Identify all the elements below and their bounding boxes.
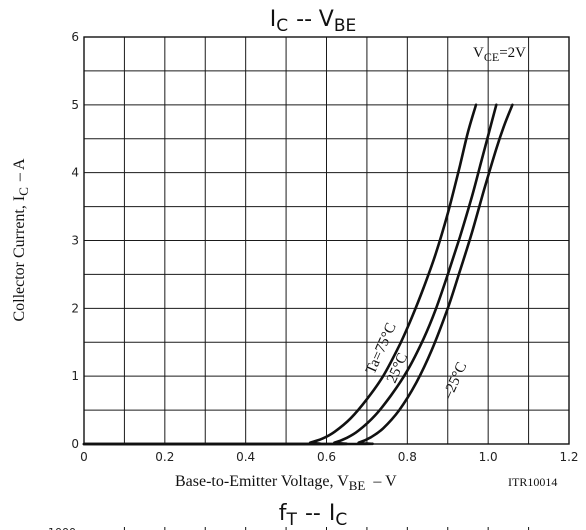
y-tick-labels: 0 1 2 3 4 5 6 (71, 30, 79, 451)
figure-code: ITR10014 (508, 475, 557, 489)
x-tick-label: 0.8 (398, 450, 417, 464)
x-tick-label: 0.4 (236, 450, 255, 464)
condition-label: VCE=2V (473, 45, 526, 64)
grid-lines (84, 37, 569, 444)
x-tick-label: 1.0 (479, 450, 498, 464)
x-tick-label: 1.2 (559, 450, 578, 464)
y-axis-label: Collector Current, IC– A (11, 158, 31, 322)
second-chart-y-tick-1000: 1000 (48, 526, 76, 530)
x-tick-label: 0.2 (155, 450, 174, 464)
series-label-minus-25c: –25°C (440, 360, 471, 403)
y-tick-label: 2 (71, 301, 79, 315)
y-tick-label: 6 (71, 30, 79, 44)
series-line-2 (82, 103, 514, 446)
second-chart-top-ticks (123, 527, 530, 530)
x-tick-label: 0.6 (317, 450, 336, 464)
y-tick-label: 0 (71, 437, 79, 451)
y-tick-label: 4 (71, 166, 79, 180)
series-curves (82, 103, 514, 446)
x-tick-labels: 0 0.2 0.4 0.6 0.8 1.0 1.2 (80, 450, 578, 464)
x-tick-label: 0 (80, 450, 88, 464)
y-tick-label: 5 (71, 98, 79, 112)
x-axis-label: Base-to-Emitter Voltage, VBE – V (175, 473, 397, 493)
y-tick-label: 1 (71, 369, 79, 383)
y-tick-label: 3 (71, 234, 79, 248)
chart-title: IC -- VBE (270, 7, 356, 36)
second-chart-title: fT -- IC (279, 501, 347, 530)
